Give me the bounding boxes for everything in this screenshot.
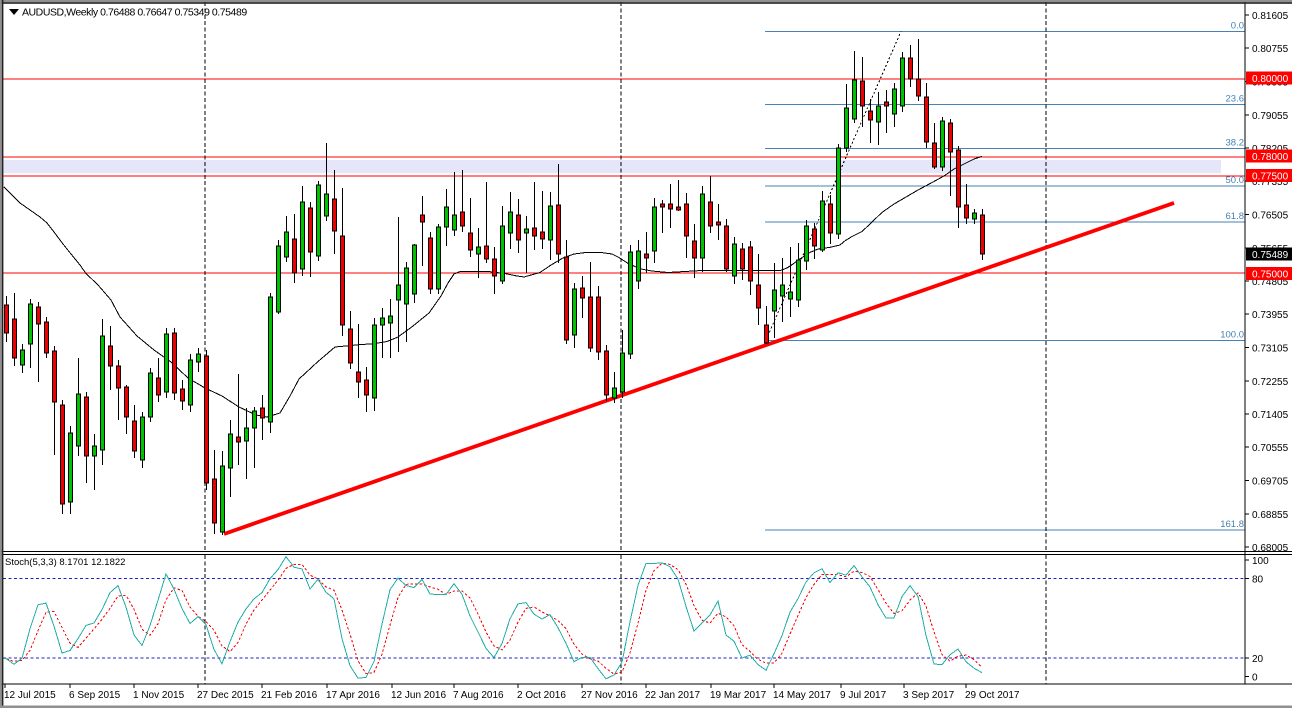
svg-text:50.0: 50.0 [1226,175,1245,186]
svg-text:0.80755: 0.80755 [1252,44,1289,55]
svg-text:20: 20 [1252,654,1264,665]
svg-text:80: 80 [1252,574,1264,585]
svg-text:2 Oct 2016: 2 Oct 2016 [517,690,566,701]
svg-text:23.6: 23.6 [1226,93,1245,104]
svg-text:0: 0 [1252,673,1258,684]
svg-text:Stoch(5,3,3) 8.1701 12.1822: Stoch(5,3,3) 8.1701 12.1822 [5,557,125,568]
svg-text:12 Jul 2015: 12 Jul 2015 [4,690,56,701]
svg-text:0.80000: 0.80000 [1252,74,1289,85]
svg-text:0.68855: 0.68855 [1252,510,1289,521]
svg-text:27 Nov 2016: 27 Nov 2016 [581,690,638,701]
svg-text:0.0: 0.0 [1231,20,1244,31]
svg-text:AUDUSD,Weekly 0.76488 0.76647: AUDUSD,Weekly 0.76488 0.76647 0.75349 0.… [22,7,247,19]
svg-text:17 Apr 2016: 17 Apr 2016 [326,690,380,701]
svg-text:0.73105: 0.73105 [1252,344,1289,355]
svg-text:0.76505: 0.76505 [1252,211,1289,222]
svg-text:100: 100 [1252,556,1269,567]
svg-text:3 Sep 2017: 3 Sep 2017 [903,690,955,701]
svg-text:1 Nov 2015: 1 Nov 2015 [133,690,185,701]
svg-text:21 Feb 2016: 21 Feb 2016 [261,690,318,701]
svg-text:0.73955: 0.73955 [1252,310,1289,321]
svg-text:0.74805: 0.74805 [1252,277,1289,288]
svg-text:61.8: 61.8 [1226,211,1245,222]
svg-text:0.69705: 0.69705 [1252,477,1289,488]
svg-text:0.81605: 0.81605 [1252,11,1289,22]
svg-text:7 Aug 2016: 7 Aug 2016 [453,690,504,701]
svg-text:0.79055: 0.79055 [1252,111,1289,122]
svg-text:0.75000: 0.75000 [1252,269,1289,280]
svg-text:0.72255: 0.72255 [1252,377,1289,388]
svg-text:0.70555: 0.70555 [1252,443,1289,454]
svg-text:29 Oct 2017: 29 Oct 2017 [965,690,1020,701]
svg-text:100.0: 100.0 [1220,329,1244,340]
svg-text:0.77500: 0.77500 [1252,172,1289,183]
svg-text:6 Sep 2015: 6 Sep 2015 [69,690,121,701]
svg-text:0.68005: 0.68005 [1252,543,1289,554]
svg-text:0.78000: 0.78000 [1252,152,1289,163]
svg-text:0.71405: 0.71405 [1252,410,1289,421]
svg-text:27 Dec 2015: 27 Dec 2015 [197,690,254,701]
svg-text:38.2: 38.2 [1226,138,1245,149]
svg-text:0.77355: 0.77355 [1252,177,1289,188]
svg-text:9 Jul 2017: 9 Jul 2017 [840,690,887,701]
svg-text:14 May 2017: 14 May 2017 [773,690,831,701]
svg-text:22 Jan 2017: 22 Jan 2017 [645,690,700,701]
svg-text:0.75489: 0.75489 [1252,250,1289,261]
svg-text:12 Jun 2016: 12 Jun 2016 [391,690,446,701]
svg-text:161.8: 161.8 [1220,519,1244,530]
svg-text:19 Mar 2017: 19 Mar 2017 [710,690,767,701]
